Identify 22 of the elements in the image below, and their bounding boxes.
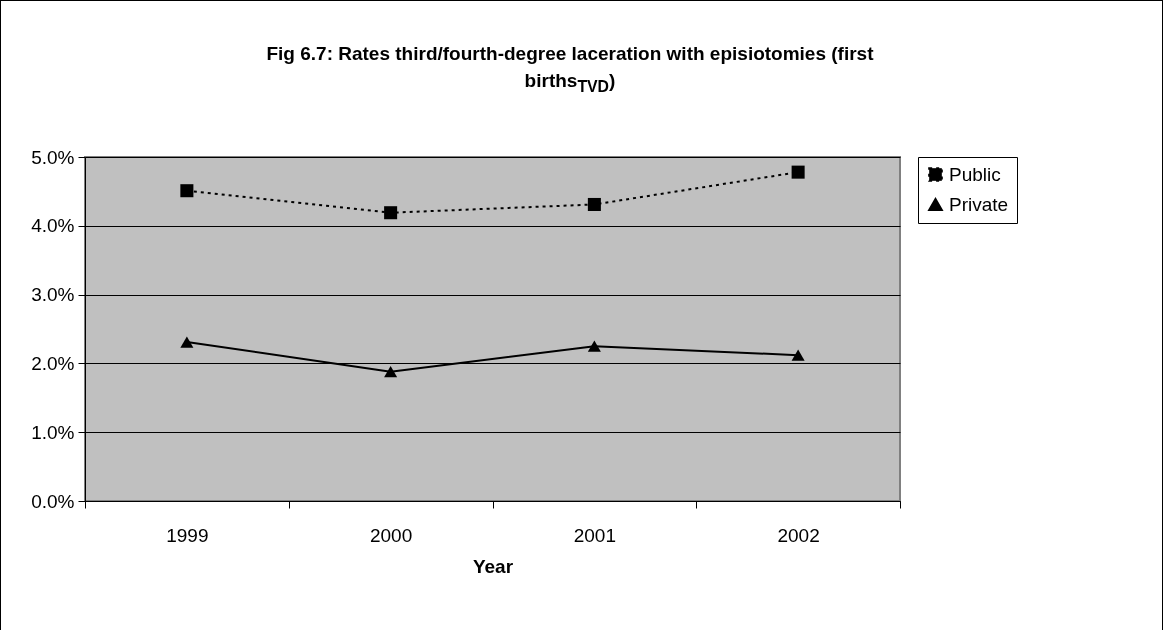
- point: [791, 165, 805, 179]
- x-tick-label: 2002: [777, 524, 820, 546]
- point: [587, 340, 601, 352]
- chart-title: Fig 6.7: Rates third/fourth-degree laceration with episiotomies (first births$_{TVD}$): [265, 42, 875, 97]
- y-tick-label: 3.0%: [31, 284, 75, 306]
- point: [384, 366, 398, 378]
- point: [180, 336, 194, 348]
- point: [180, 184, 194, 198]
- y-tick-label: 0.0%: [31, 490, 75, 512]
- point: [587, 197, 601, 211]
- legend-label: Private: [949, 193, 1009, 215]
- y-tick-label: 1.0%: [31, 421, 75, 443]
- x-tick-label: 2001: [573, 524, 617, 546]
- x-tick-label: 1999: [166, 524, 209, 546]
- point: [791, 349, 805, 361]
- y-tick-label: 5.0%: [31, 146, 75, 168]
- y-tick-label: 4.0%: [31, 215, 75, 237]
- x-tick-label: 2000: [369, 524, 413, 546]
- legend-label: Public: [949, 163, 1001, 185]
- point: [384, 206, 398, 220]
- x-axis-title: Year: [472, 555, 514, 577]
- y-tick-label: 2.0%: [31, 352, 75, 374]
